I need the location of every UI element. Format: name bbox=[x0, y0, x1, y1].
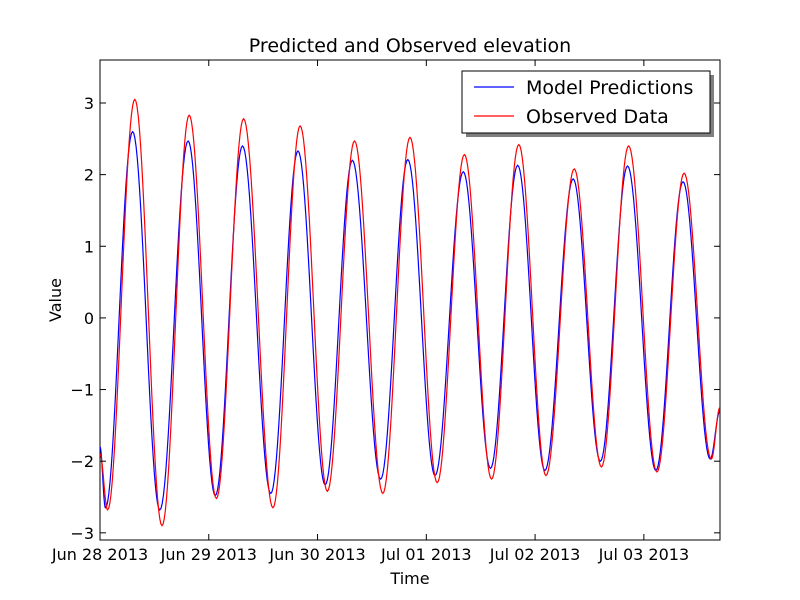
series-layer bbox=[100, 98, 720, 527]
y-tick-label: 1 bbox=[84, 237, 94, 256]
chart-title: Predicted and Observed elevation bbox=[249, 35, 571, 57]
series-line-model-predictions bbox=[100, 130, 720, 511]
x-tick-label: Jul 01 2013 bbox=[380, 545, 472, 564]
y-tick-label: 2 bbox=[84, 166, 94, 185]
legend-label-observed-data: Observed Data bbox=[526, 106, 669, 128]
legend: Model Predictions Observed Data bbox=[461, 70, 714, 137]
y-tick-label: −2 bbox=[70, 452, 94, 471]
y-tick-label: 0 bbox=[84, 309, 94, 328]
plot-frame bbox=[99, 59, 721, 541]
legend-items: Model Predictions Observed Data bbox=[474, 77, 693, 128]
y-tick-label: −3 bbox=[70, 524, 94, 543]
y-axis-title: Value bbox=[46, 278, 65, 322]
legend-label-model-predictions: Model Predictions bbox=[526, 77, 693, 99]
ticks-layer: Jun 28 2013 Jun 29 2013 Jun 30 2013 Jul 01 … bbox=[51, 60, 720, 564]
x-axis-title: Time bbox=[389, 569, 429, 588]
x-tick-label: Jul 03 2013 bbox=[598, 545, 690, 564]
legend-box bbox=[461, 70, 711, 134]
y-tick-label: 3 bbox=[84, 94, 94, 113]
x-tick-label: Jun 29 2013 bbox=[160, 545, 257, 564]
x-tick-label: Jul 02 2013 bbox=[489, 545, 581, 564]
x-tick-label: Jun 30 2013 bbox=[268, 545, 365, 564]
x-tick-label: Jun 28 2013 bbox=[51, 545, 148, 564]
series-line-observed-data bbox=[100, 98, 720, 527]
y-tick-label: −1 bbox=[70, 381, 94, 400]
